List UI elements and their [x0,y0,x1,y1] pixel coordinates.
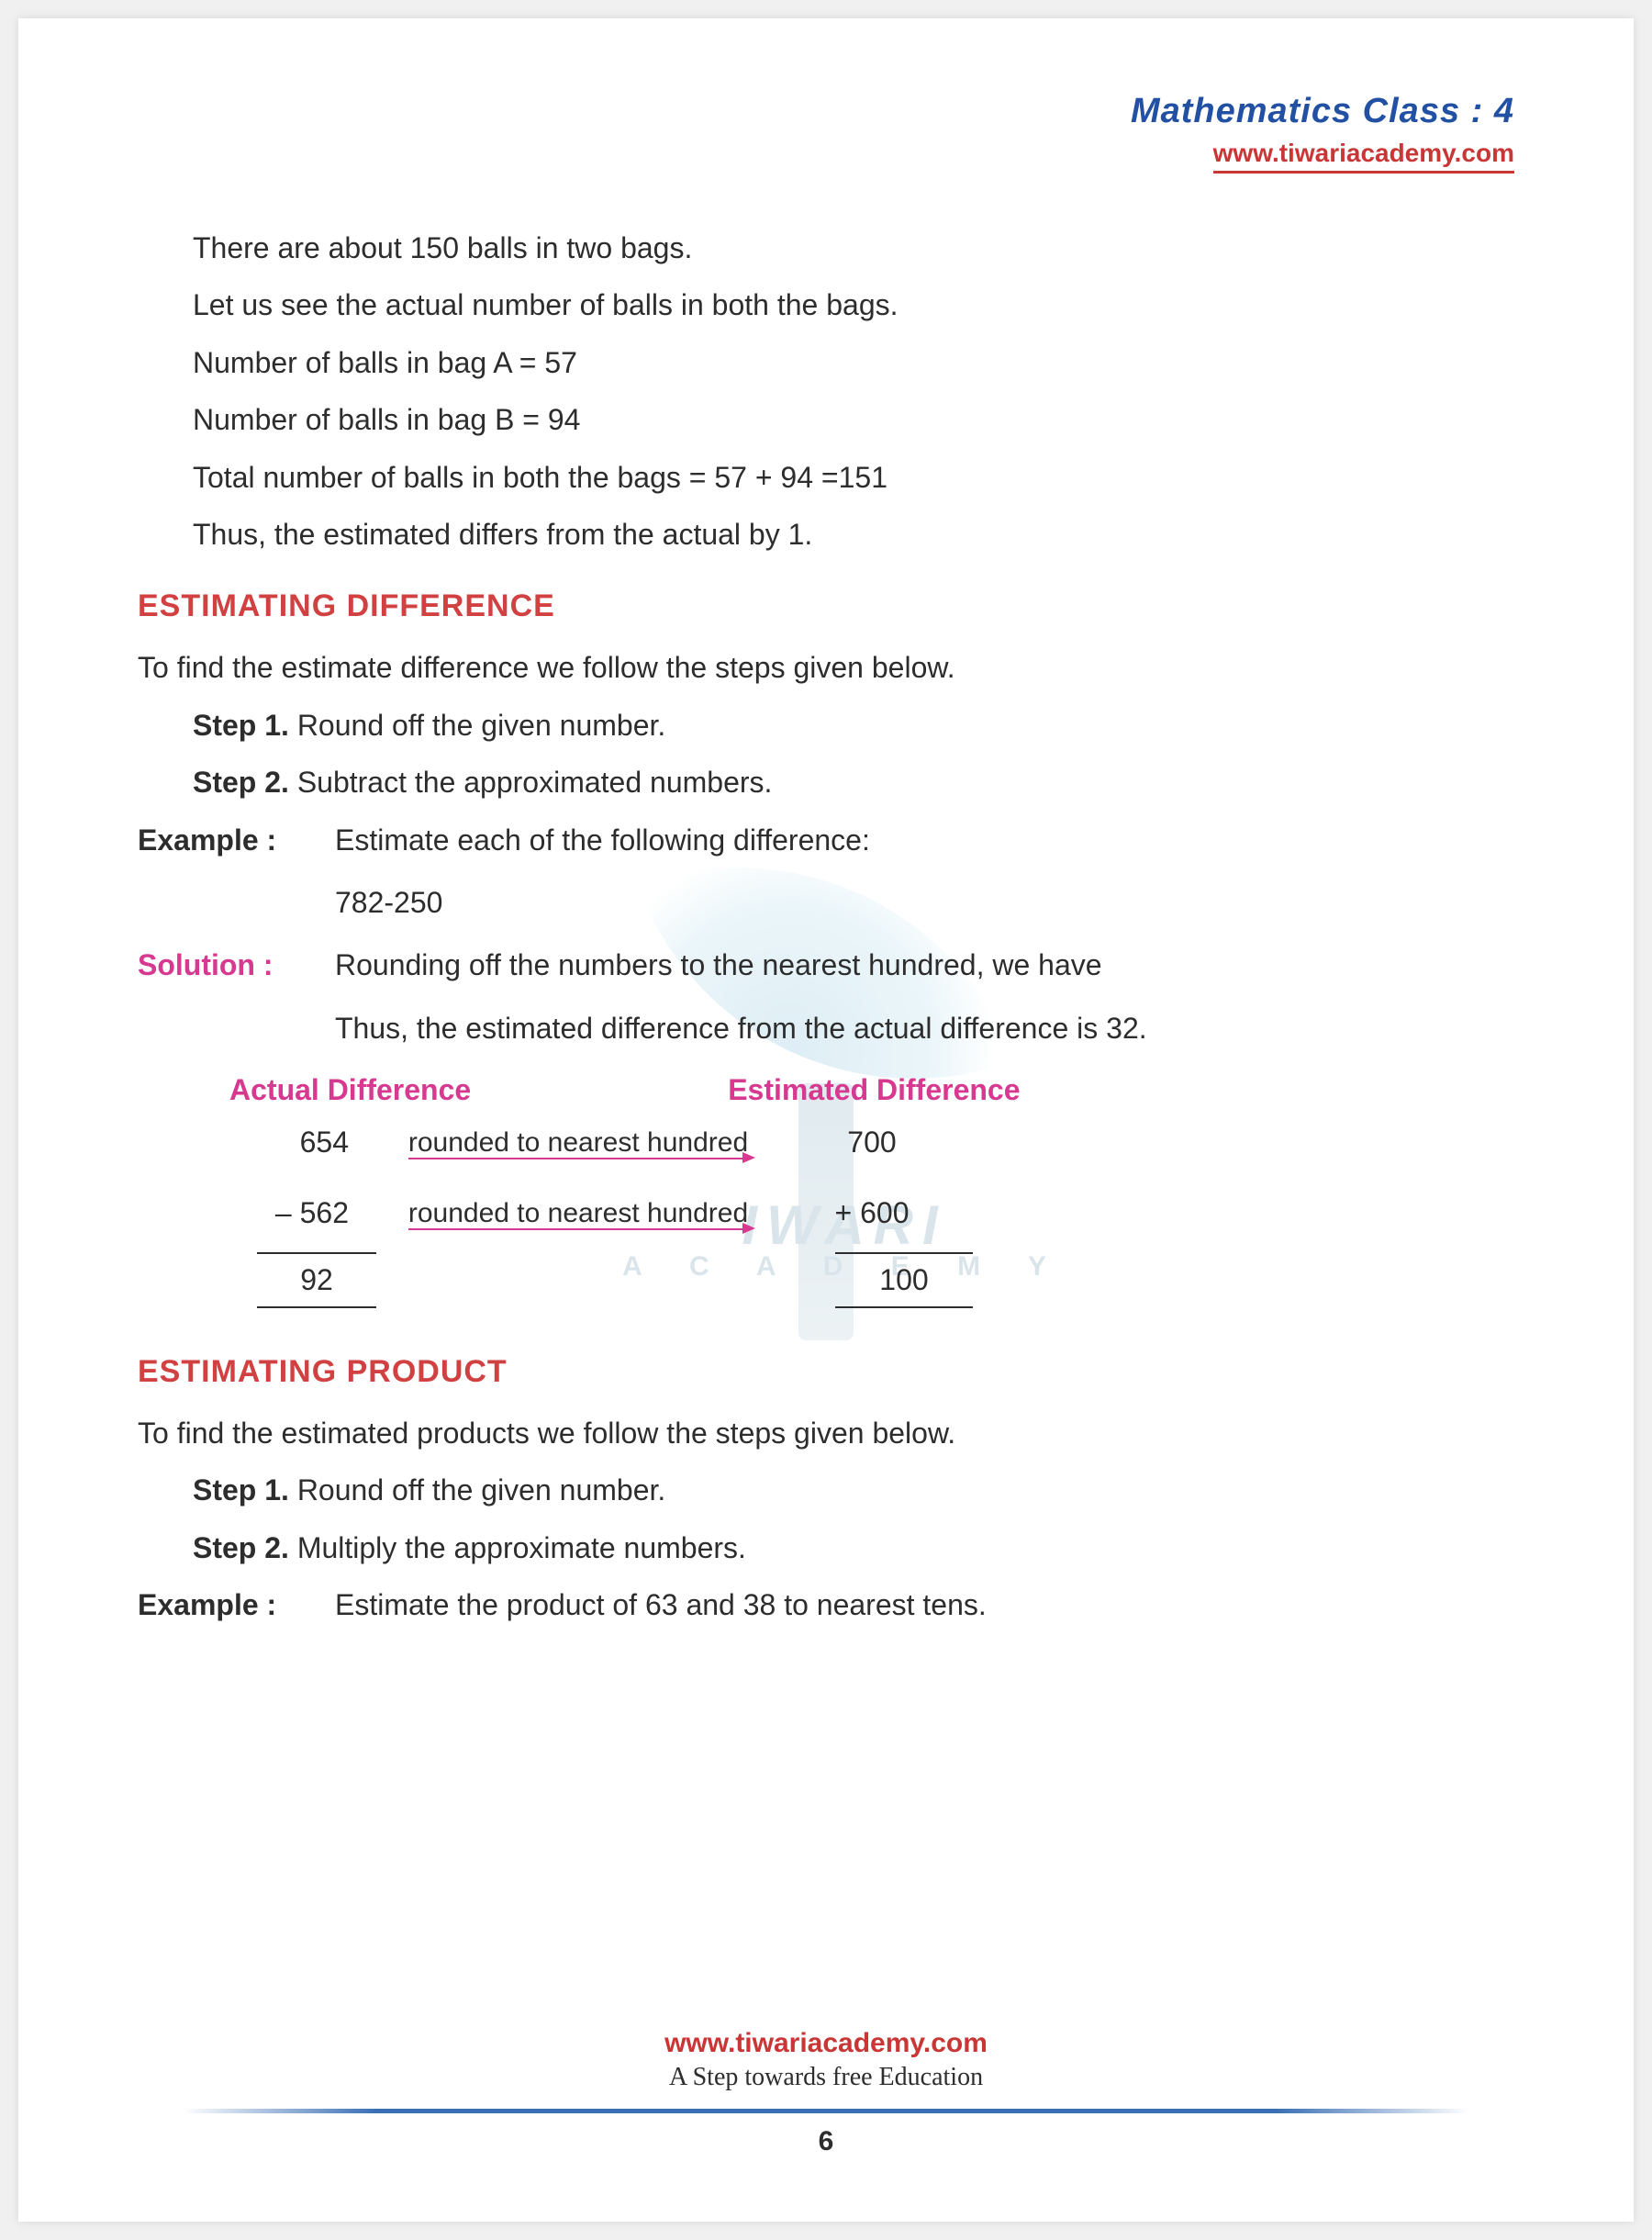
sec2-example-label: Example : [138,1588,276,1621]
intro-l2: Let us see the actual number of balls in… [193,276,1514,333]
example-nums: 782-250 [335,874,442,931]
footer-tagline: A Step towards free Education [18,2063,1634,2092]
sec2-step1: Step 1. Round off the given number. [193,1462,1514,1518]
sec2-desc: To find the estimated products we follow… [138,1405,1514,1462]
sec2-step2: Step 2. Multiply the approximate numbers… [193,1519,1514,1576]
solution-l1: Rounding off the numbers to the nearest … [335,936,1102,993]
sec1-solution-l2: Thus, the estimated difference from the … [138,1000,1514,1057]
diff-result: 92 100 [229,1252,1514,1308]
row2-label: rounded to nearest hundred [408,1198,748,1230]
row2-left: – 562 [229,1196,376,1230]
footer-page-number: 6 [18,2126,1634,2157]
header-title: Mathematics Class : 4 [138,92,1514,131]
solution-l2: Thus, the estimated difference from the … [335,1000,1147,1057]
header-link[interactable]: www.tiwariacademy.com [1213,139,1514,174]
diff-header-actual: Actual Difference [229,1073,471,1107]
sec1-title: ESTIMATING DIFFERENCE [138,588,1514,624]
sec1-example-row: Example : Estimate each of the following… [138,812,1514,868]
result-right: 100 [835,1252,973,1308]
diff-row-2: – 562 rounded to nearest hundred + 600 [229,1196,1514,1230]
sec1-example-nums: 782-250 [138,874,1514,931]
diff-header-est: Estimated Difference [728,1073,1020,1107]
page-header: Mathematics Class : 4 www.tiwariacademy.… [138,92,1514,174]
intro-l6: Thus, the estimated differs from the act… [193,506,1514,563]
step2-label: Step 2. [193,766,289,799]
content: Mathematics Class : 4 www.tiwariacademy.… [138,92,1514,1634]
intro-l3: Number of balls in bag A = 57 [193,334,1514,391]
sec1-desc: To find the estimate difference we follo… [138,639,1514,696]
page-footer: www.tiwariacademy.com A Step towards fre… [18,2028,1634,2157]
sec2-example-text: Estimate the product of 63 and 38 to nea… [335,1576,987,1633]
example-label: Example : [138,823,276,857]
intro-l1: There are about 150 balls in two bags. [193,219,1514,276]
row2-right: + 600 [780,1196,964,1230]
row1-right: 700 [780,1126,964,1159]
example-text: Estimate each of the following differenc… [335,812,870,868]
sec2-title: ESTIMATING PRODUCT [138,1354,1514,1390]
sec1-step2: Step 2. Subtract the approximated number… [193,754,1514,811]
step1-label: Step 1. [193,709,289,742]
diff-headers: Actual Difference Estimated Difference [229,1073,1514,1107]
step2-text: Subtract the approximated numbers. [297,766,773,799]
step1-text: Round off the given number. [297,709,665,742]
page: IWARI A C A D E M Y Mathematics Class : … [18,18,1634,2222]
row1-left: 654 [229,1126,376,1159]
difference-table: Actual Difference Estimated Difference 6… [229,1073,1514,1308]
intro-l5: Total number of balls in both the bags =… [193,449,1514,506]
sec1-solution-row: Solution : Rounding off the numbers to t… [138,936,1514,993]
result-left: 92 [257,1252,376,1308]
sec2-step1-label: Step 1. [193,1473,289,1506]
row1-label: rounded to nearest hundred [408,1127,748,1159]
intro-l4: Number of balls in bag B = 94 [193,391,1514,448]
row2-arrow: rounded to nearest hundred [376,1198,780,1229]
header-link-wrap: www.tiwariacademy.com [138,131,1514,174]
footer-divider [184,2109,1468,2113]
sec1-step1: Step 1. Round off the given number. [193,697,1514,754]
row1-arrow: rounded to nearest hundred [376,1127,780,1159]
sec2-step2-label: Step 2. [193,1531,289,1564]
sec2-example: Example : Estimate the product of 63 and… [138,1576,1514,1633]
sec2-step1-text: Round off the given number. [297,1473,665,1506]
solution-label: Solution : [138,948,273,981]
sec2-step2-text: Multiply the approximate numbers. [297,1531,746,1564]
diff-row-1: 654 rounded to nearest hundred 700 [229,1126,1514,1159]
footer-link[interactable]: www.tiwariacademy.com [18,2028,1634,2059]
